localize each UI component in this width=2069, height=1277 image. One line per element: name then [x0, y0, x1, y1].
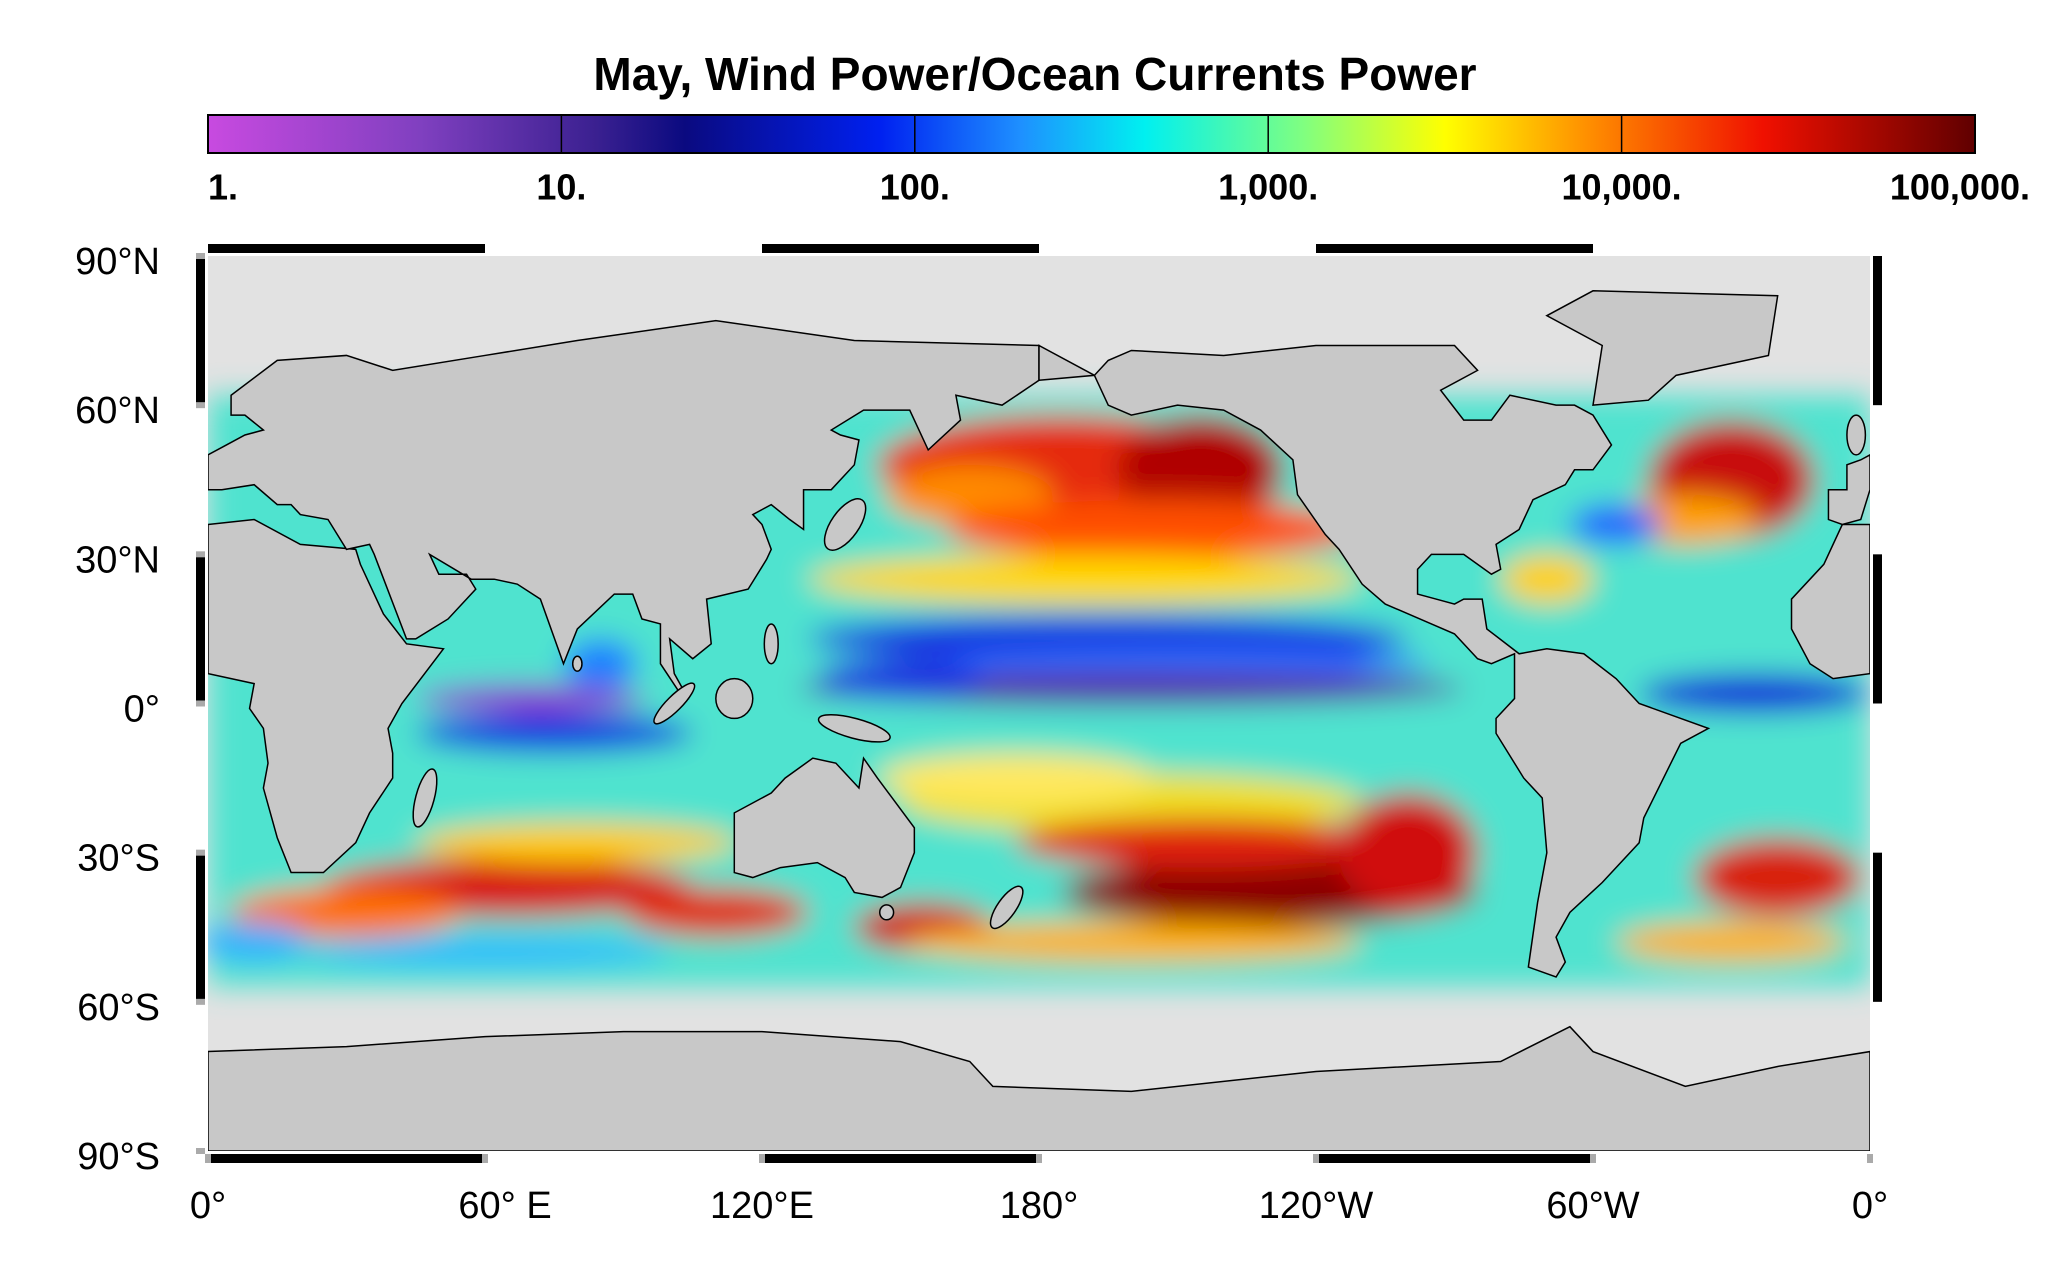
frame: 0° 60° E 120°E 180° 120°W 60°W 0° 90°N 60°N 30°N 0… — [75, 241, 1888, 1227]
frame-bar — [196, 256, 205, 406]
island — [823, 498, 867, 551]
frame-bar — [1873, 554, 1882, 704]
colorbar-tick-label: 1. — [208, 167, 238, 208]
island — [1846, 414, 1867, 456]
landmass — [1038, 344, 1711, 978]
heat-patch — [1339, 793, 1478, 913]
frame-bar — [1316, 1154, 1593, 1163]
y-tick-label: 90°N — [75, 241, 160, 283]
landmass — [208, 1025, 1870, 1151]
x-tick-label: 0° — [1852, 1185, 1888, 1227]
heat-patch — [563, 638, 638, 689]
x-tick-label: 180° — [1000, 1185, 1079, 1227]
y-tick-label: 30°S — [77, 838, 160, 880]
heat-patch — [1500, 554, 1594, 605]
heat-patch — [231, 887, 462, 938]
landmass — [1545, 290, 1779, 406]
frame-bar — [1873, 852, 1882, 1002]
frame-bar — [208, 1154, 485, 1163]
heat-patch — [300, 937, 670, 968]
heat-patch — [208, 922, 310, 963]
x-tick-label: 60° E — [458, 1185, 551, 1227]
x-tick-label: 120°E — [710, 1185, 814, 1227]
frame-bar — [196, 554, 205, 704]
island — [817, 714, 891, 743]
heat-patch — [808, 554, 1363, 605]
frame-bar — [762, 1154, 1039, 1163]
heat-patch — [923, 648, 1432, 679]
island — [989, 885, 1024, 930]
island — [715, 677, 754, 720]
heat-patch — [817, 658, 984, 699]
heat-patch — [1117, 415, 1284, 525]
heat-patch — [415, 683, 647, 714]
island — [571, 655, 583, 672]
y-tick-label: 30°N — [75, 539, 160, 581]
frame-bar — [1316, 244, 1593, 253]
frame-bar — [208, 244, 485, 253]
x-tick-label: 120°W — [1259, 1185, 1374, 1227]
heat-patch — [1694, 837, 1861, 918]
landmass — [208, 319, 1040, 700]
heat-patch — [623, 887, 809, 938]
heat-patch — [1639, 673, 1870, 714]
y-tick-label: 60°N — [75, 390, 160, 432]
y-tick-label: 60°S — [77, 987, 160, 1029]
colorbar — [207, 114, 1976, 154]
island — [878, 904, 895, 921]
frame-bar — [196, 852, 205, 1002]
x-tick-label: 60°W — [1546, 1185, 1639, 1227]
y-tick-label: 0° — [124, 689, 160, 731]
heat-patch — [415, 822, 739, 863]
island — [412, 768, 438, 828]
landmass — [1827, 454, 1870, 526]
island — [763, 623, 779, 665]
frame-bar — [1873, 256, 1882, 406]
colorbar-tick-label: 100. — [880, 167, 950, 208]
map — [208, 256, 1870, 1151]
landmass — [733, 756, 916, 899]
x-tick-label: 0° — [190, 1185, 226, 1227]
colorbar-tick-label: 10,000. — [1562, 167, 1682, 208]
y-tick-label: 90°S — [77, 1136, 160, 1178]
colorbar-tick-label: 10. — [536, 167, 586, 208]
land — [208, 290, 1870, 1151]
frame-bar — [762, 244, 1039, 253]
colorbar-tick-label: 100,000. — [1890, 167, 2030, 208]
title: May, Wind Power/Ocean Currents Power — [593, 48, 1476, 100]
heat-patch — [1616, 922, 1847, 963]
heat-patch — [877, 753, 1155, 803]
heat-patch — [415, 713, 693, 754]
landmass — [1790, 523, 1870, 680]
heat-patch — [900, 922, 1363, 963]
colorbar-tick-label: 1,000. — [1218, 167, 1318, 208]
island — [653, 682, 696, 725]
heat-patch — [1015, 817, 1386, 868]
heat-patch — [946, 499, 1363, 560]
heat-patch — [1569, 504, 1663, 545]
